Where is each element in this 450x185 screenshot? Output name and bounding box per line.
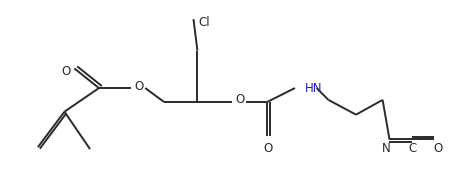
Text: O: O [264, 142, 273, 155]
Text: Cl: Cl [198, 16, 210, 28]
Text: O: O [62, 65, 71, 78]
Text: N: N [382, 142, 391, 155]
Text: O: O [235, 93, 244, 106]
Text: O: O [135, 80, 144, 93]
Text: C: C [408, 142, 416, 155]
Text: HN: HN [305, 82, 322, 95]
Text: O: O [433, 142, 442, 155]
